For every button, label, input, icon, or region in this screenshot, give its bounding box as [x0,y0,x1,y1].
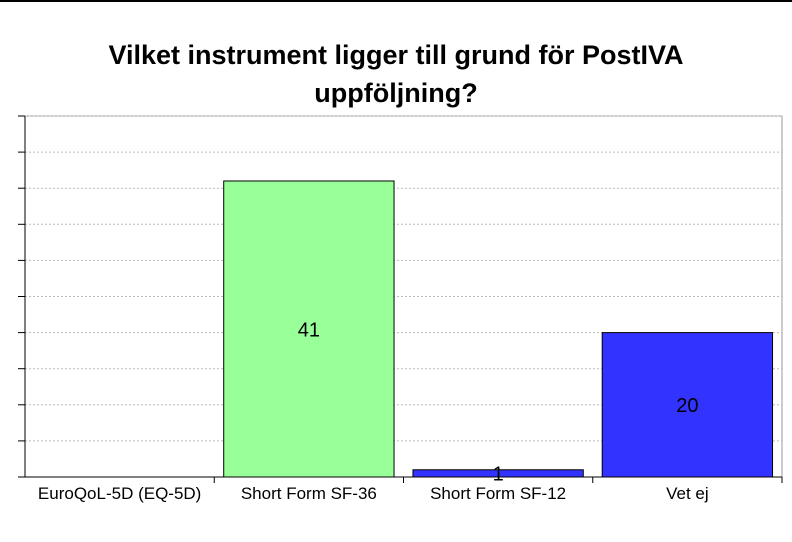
bar [223,180,395,478]
chart-title: Vilket instrument ligger till grund för … [108,40,684,108]
x-tick-label: Vet ej [666,484,709,503]
data-label: 20 [676,395,698,417]
x-tick-label: Short Form SF-36 [240,484,377,503]
data-label: 1 [493,464,504,486]
bar [601,332,774,478]
data-label: 41 [298,319,320,341]
x-tick-label: Short Form SF-12 [430,484,567,503]
x-tick-label: EuroQoL-5D (EQ-5D) [37,484,202,503]
bar [412,469,584,478]
